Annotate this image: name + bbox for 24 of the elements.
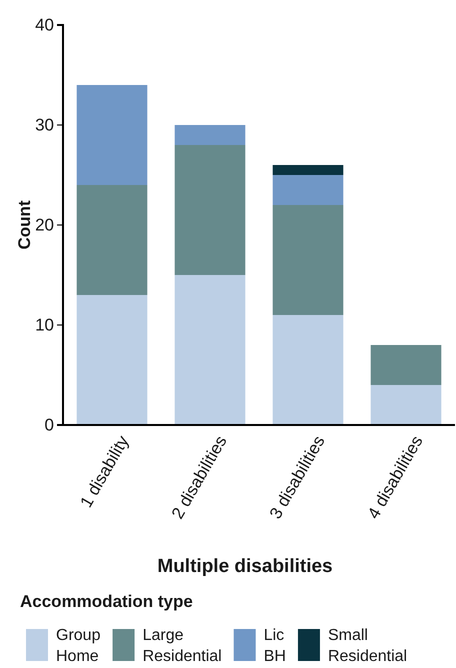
bar — [370, 345, 442, 385]
y-tick-label: 0 — [44, 415, 54, 434]
legend-label: Large Residential — [142, 627, 222, 665]
bar — [370, 385, 442, 425]
x-axis-title: Multiple disabilities — [157, 556, 333, 577]
y-tick-label: 10 — [35, 315, 54, 334]
bar — [272, 315, 344, 425]
y-tick-label: 20 — [35, 215, 54, 234]
bar — [76, 185, 148, 295]
y-tick-label: 30 — [35, 115, 54, 134]
bar — [272, 205, 344, 315]
y-axis-title: Count — [15, 200, 34, 250]
y-tick-label: 40 — [35, 15, 54, 34]
legend-title: Accommodation type — [20, 592, 193, 611]
bar — [174, 275, 246, 425]
bar — [272, 175, 344, 205]
bar — [76, 85, 148, 185]
legend-label: Small Residential — [328, 627, 408, 665]
legend-label: Group Home — [56, 627, 101, 665]
bar — [174, 125, 246, 145]
legend-label: Lic BH — [264, 627, 286, 665]
bar — [174, 145, 246, 275]
bar — [272, 165, 344, 175]
bar — [76, 295, 148, 425]
